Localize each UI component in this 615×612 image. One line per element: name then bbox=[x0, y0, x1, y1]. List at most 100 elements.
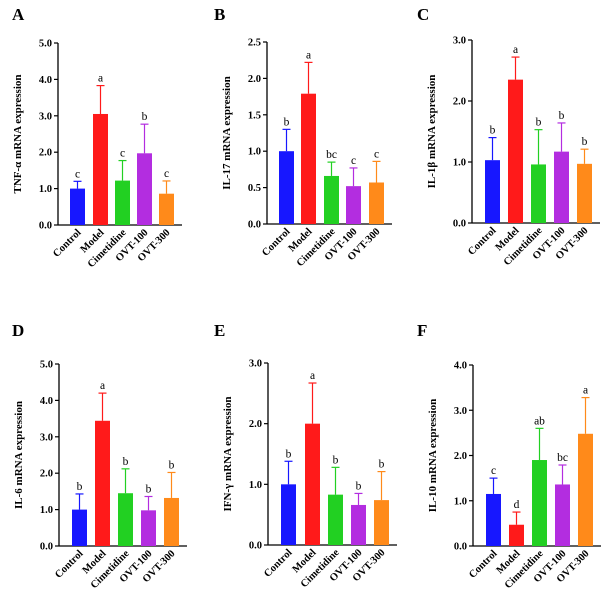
bar-ovt-100 bbox=[554, 151, 569, 223]
bar-cimetidine bbox=[115, 180, 130, 225]
bar-ovt-300 bbox=[578, 433, 593, 546]
y-axis-title: IL-10 mRNA expression bbox=[427, 399, 439, 512]
bar-control bbox=[281, 484, 296, 545]
bar-ovt-100 bbox=[137, 153, 152, 225]
y-tick-label: 4.0 bbox=[454, 361, 467, 372]
y-tick-label: 4.0 bbox=[39, 75, 52, 86]
bar-ovt-300 bbox=[164, 497, 179, 546]
significance-label: b bbox=[286, 448, 292, 460]
panel-f: F IL-10 mRNA expression 0.0 1.0 2.0 3.0 4.0 c Co… bbox=[417, 321, 601, 591]
y-tick-label: 0.0 bbox=[248, 220, 261, 231]
panel-c: C IL-1β mRNA expression 0.0 1.0 2.0 3.0 b Contr… bbox=[417, 5, 600, 268]
panel-d: D IL-6 mRNA expression 0.0 1.0 2.0 3.0 4.0 5.0 b… bbox=[12, 321, 187, 591]
category-label: Control bbox=[260, 226, 292, 258]
y-tick-label: 3.0 bbox=[454, 406, 467, 417]
panel-letter: C bbox=[417, 5, 429, 24]
y-tick-label: 5.0 bbox=[40, 360, 53, 371]
y-tick-label: 2.0 bbox=[454, 451, 467, 462]
y-tick-label: 0.0 bbox=[40, 542, 53, 553]
significance-label: a bbox=[98, 73, 103, 85]
y-tick-label: 0.0 bbox=[249, 541, 262, 552]
panel-letter: E bbox=[214, 321, 225, 340]
y-tick-label: 1.0 bbox=[248, 147, 261, 158]
significance-label: b bbox=[490, 125, 496, 137]
bar-control bbox=[279, 151, 294, 224]
bar-ovt-300 bbox=[369, 182, 384, 224]
bar-ovt-300 bbox=[374, 500, 389, 545]
panel-letter: D bbox=[12, 321, 24, 340]
y-axis-title: IFN-γ mRNA expression bbox=[222, 397, 234, 512]
bar-model bbox=[301, 93, 316, 224]
significance-label: a bbox=[310, 370, 315, 382]
bar-control bbox=[70, 188, 85, 225]
y-tick-label: 1.0 bbox=[40, 505, 53, 516]
panel-a: A TNF-α mRNA expression 0.0 1.0 2.0 3.0 4.0 5.0… bbox=[12, 5, 182, 270]
bar-ovt-100 bbox=[141, 510, 156, 546]
bar-model bbox=[508, 79, 523, 224]
bar-cimetidine bbox=[531, 164, 546, 223]
category-label: Control bbox=[262, 547, 294, 579]
significance-label: c bbox=[374, 148, 379, 160]
panel-letter: F bbox=[417, 321, 427, 340]
significance-label: c bbox=[351, 155, 356, 167]
significance-label: ab bbox=[534, 415, 545, 427]
significance-label: a bbox=[513, 44, 518, 56]
significance-label: b bbox=[142, 111, 148, 123]
significance-label: b bbox=[356, 480, 362, 492]
panel-letter: B bbox=[214, 5, 225, 24]
bar-cimetidine bbox=[324, 175, 339, 224]
category-label: Control bbox=[466, 225, 498, 257]
y-tick-label: 1.0 bbox=[249, 480, 262, 491]
significance-label: b bbox=[559, 110, 565, 122]
bar-model bbox=[93, 113, 108, 225]
significance-label: c bbox=[120, 148, 125, 160]
significance-label: c bbox=[164, 168, 169, 180]
significance-label: b bbox=[284, 116, 290, 128]
y-tick-label: 3.0 bbox=[249, 359, 262, 370]
panel-b: B IL-17 mRNA expression 0.0 0.5 1.0 1.5 2.0 2.5… bbox=[214, 5, 392, 269]
significance-label: b bbox=[536, 117, 542, 129]
category-label: Control bbox=[51, 227, 83, 259]
panel-letter: A bbox=[12, 5, 25, 24]
y-tick-label: 1.0 bbox=[454, 496, 467, 507]
bar-cimetidine bbox=[118, 493, 133, 546]
bar-ovt-100 bbox=[351, 504, 366, 545]
significance-label: a bbox=[306, 49, 311, 61]
y-tick-label: 2.0 bbox=[39, 148, 52, 159]
significance-label: d bbox=[514, 499, 520, 511]
y-tick-label: 1.0 bbox=[39, 184, 52, 195]
bar-model bbox=[305, 423, 320, 545]
y-tick-label: 3.0 bbox=[453, 36, 466, 47]
y-tick-label: 3.0 bbox=[40, 432, 53, 443]
y-tick-label: 0.0 bbox=[454, 542, 467, 553]
significance-label: b bbox=[379, 459, 385, 471]
y-axis-title: IL-17 mRNA expression bbox=[221, 76, 233, 189]
significance-label: c bbox=[491, 465, 496, 477]
significance-label: b bbox=[146, 483, 152, 495]
significance-label: c bbox=[75, 168, 80, 180]
y-tick-label: 2.0 bbox=[248, 74, 261, 85]
category-label: Control bbox=[467, 548, 499, 580]
significance-label: b bbox=[333, 454, 339, 466]
bar-cimetidine bbox=[328, 494, 343, 545]
y-tick-label: 0.0 bbox=[453, 219, 466, 230]
y-tick-label: 0.0 bbox=[39, 221, 52, 232]
y-tick-label: 2.0 bbox=[453, 97, 466, 108]
significance-label: b bbox=[582, 136, 588, 148]
bar-control bbox=[485, 160, 500, 223]
bar-control bbox=[486, 493, 501, 546]
y-axis-title: IL-6 mRNA expression bbox=[13, 401, 25, 509]
significance-label: b bbox=[77, 481, 83, 493]
y-tick-label: 1.0 bbox=[453, 158, 466, 169]
y-tick-label: 5.0 bbox=[39, 39, 52, 50]
bar-model bbox=[95, 420, 110, 546]
bar-ovt-100 bbox=[346, 186, 361, 224]
y-axis-title: IL-1β mRNA expression bbox=[426, 75, 438, 189]
panel-e: E IFN-γ mRNA expression 0.0 1.0 2.0 3.0 b Contr… bbox=[214, 321, 397, 590]
y-tick-label: 1.5 bbox=[248, 110, 261, 121]
y-tick-label: 3.0 bbox=[39, 111, 52, 122]
significance-label: bc bbox=[557, 452, 568, 464]
bar-ovt-300 bbox=[577, 163, 592, 223]
bar-control bbox=[72, 509, 87, 546]
